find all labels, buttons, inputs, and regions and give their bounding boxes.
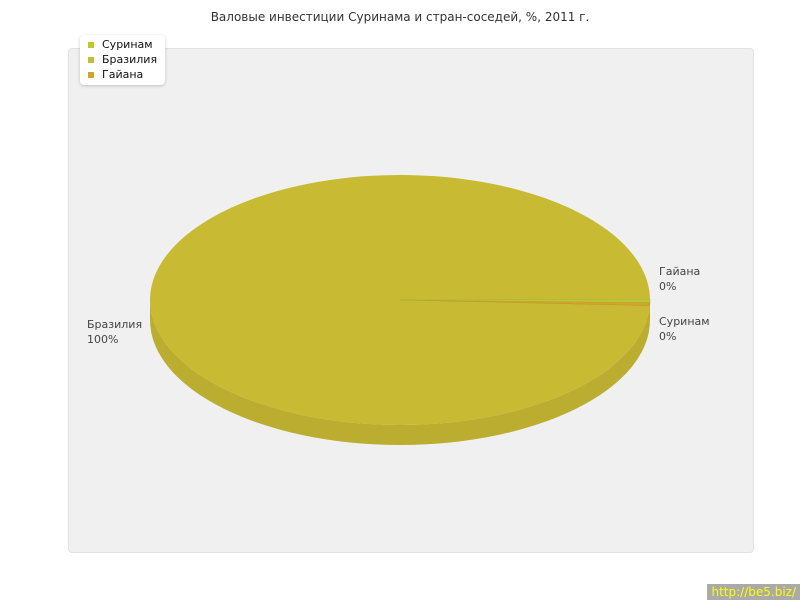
data-label-value: 100% [87,333,118,346]
legend-swatch [88,71,94,78]
pie-slice-0 [399,299,651,303]
legend-swatch [88,41,94,48]
legend-swatch [88,56,94,63]
legend-item[interactable]: Гайана [88,67,157,82]
legend-label: Бразилия [102,53,158,66]
legend-label: Гайана [102,68,144,81]
legend: Суринам Бразилия Гайана [80,35,166,85]
data-label-value: 0% [659,330,676,343]
data-label: Суринам [659,315,710,328]
data-label: Гайана [659,265,700,278]
pie-side [150,300,650,445]
chart-title: Валовые инвестиции Суринама и стран-сосе… [210,10,590,24]
data-label: Бразилия [87,318,142,331]
legend-item[interactable]: Суринам [88,37,157,52]
data-label-value: 0% [659,280,676,293]
watermark[interactable]: http://be5.biz/ [707,584,800,600]
legend-label: Суринам [102,38,153,51]
legend-item[interactable]: Бразилия [88,52,157,67]
